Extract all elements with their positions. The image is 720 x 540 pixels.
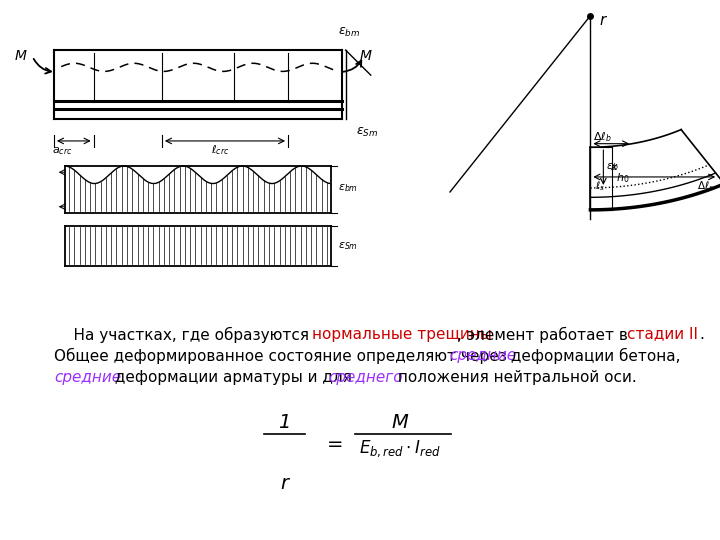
Text: деформации бетона,: деформации бетона, — [505, 348, 680, 364]
Text: средние: средние — [449, 348, 516, 363]
Text: средние: средние — [54, 370, 121, 385]
Text: M: M — [392, 413, 409, 432]
Text: $\Delta\ell_b$: $\Delta\ell_b$ — [593, 131, 612, 144]
Text: , элемент работает в: , элемент работает в — [457, 327, 633, 343]
Text: стадии II: стадии II — [626, 327, 698, 342]
Text: $\varepsilon_b$: $\varepsilon_b$ — [606, 161, 618, 173]
Text: $\varepsilon_{bm}$: $\varepsilon_{bm}$ — [338, 25, 361, 38]
Text: положения нейтральной оси.: положения нейтральной оси. — [392, 370, 636, 385]
Text: $\Delta\ell_s$: $\Delta\ell_s$ — [696, 179, 714, 193]
Text: $a_{crc}$: $a_{crc}$ — [52, 145, 73, 157]
Text: $\varepsilon_{Sm}$: $\varepsilon_{Sm}$ — [338, 240, 359, 252]
Text: 1: 1 — [278, 413, 291, 432]
Text: .: . — [699, 327, 704, 342]
Text: нормальные трещины: нормальные трещины — [312, 327, 492, 342]
Text: На участках, где образуются: На участках, где образуются — [54, 327, 314, 343]
Text: $h_0$: $h_0$ — [616, 172, 630, 185]
Text: $\varepsilon_{bm}$: $\varepsilon_{bm}$ — [338, 182, 359, 194]
Text: r: r — [599, 13, 606, 28]
Text: $\ell_s$: $\ell_s$ — [595, 179, 605, 193]
Text: r: r — [280, 474, 289, 493]
Text: деформации арматуры и для: деформации арматуры и для — [110, 370, 357, 385]
Text: M: M — [360, 49, 372, 63]
Text: $\varepsilon_{Sm}$: $\varepsilon_{Sm}$ — [356, 126, 379, 139]
Text: M: M — [14, 49, 27, 63]
Text: среднего: среднего — [328, 370, 402, 385]
Text: $\ell_{crc}$: $\ell_{crc}$ — [210, 144, 229, 157]
Text: $E_{b,red} \cdot I_{red}$: $E_{b,red} \cdot I_{red}$ — [359, 438, 441, 459]
Text: =: = — [327, 435, 343, 454]
Text: x: x — [610, 163, 616, 172]
Text: Общее деформированное состояние определяют через: Общее деформированное состояние определя… — [54, 348, 512, 364]
